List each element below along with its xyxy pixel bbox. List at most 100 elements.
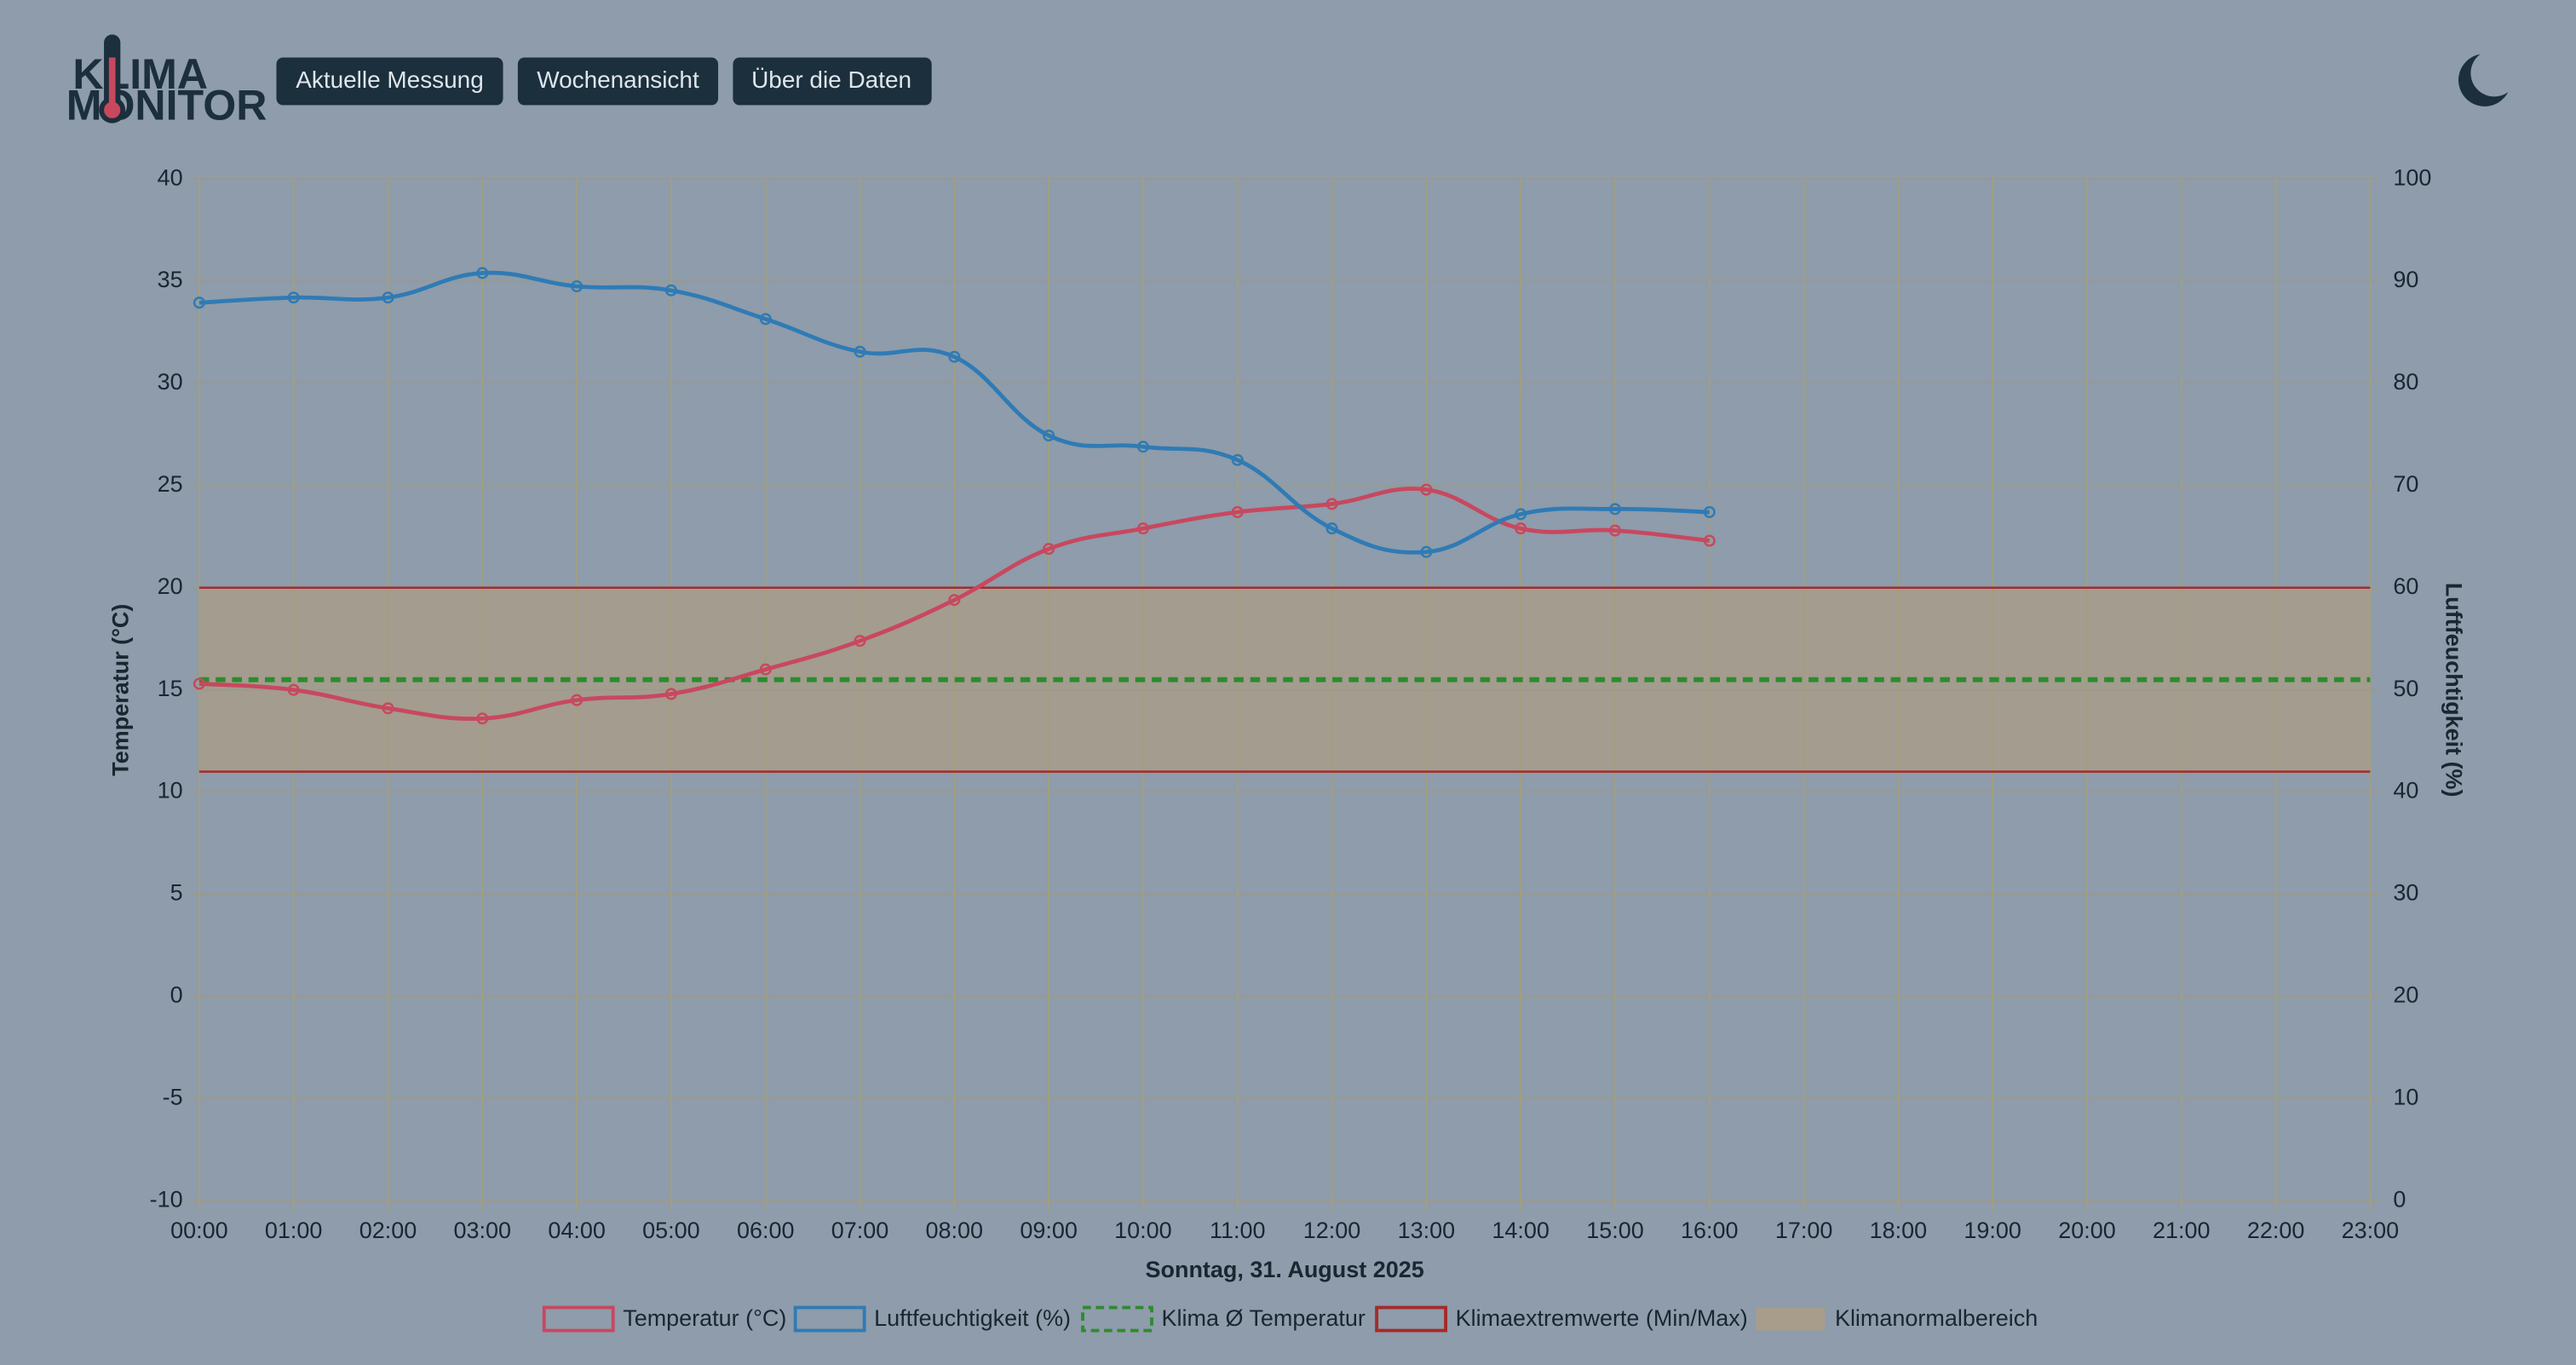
y-tick-label: 20 bbox=[158, 573, 183, 599]
x-tick-label: 03:00 bbox=[454, 1218, 512, 1243]
data-point bbox=[1420, 545, 1433, 558]
y-tick-label: 0 bbox=[170, 982, 183, 1008]
nav-label[interactable]: Aktuelle Messung bbox=[296, 66, 484, 93]
x-tick-label: 08:00 bbox=[926, 1218, 984, 1243]
y-tick-label: -10 bbox=[150, 1186, 183, 1212]
y-tick-label: 5 bbox=[170, 880, 183, 906]
nav-button[interactable]: Aktuelle Messung bbox=[276, 57, 503, 106]
data-point bbox=[664, 284, 677, 297]
nav-button[interactable]: Über die Daten bbox=[733, 57, 932, 106]
data-point bbox=[1231, 453, 1244, 466]
data-point bbox=[1608, 524, 1622, 537]
logo-line: KLIMA bbox=[72, 50, 208, 98]
x-tick-label: 22:00 bbox=[2247, 1218, 2305, 1243]
data-point bbox=[1136, 441, 1149, 453]
data-point bbox=[476, 267, 489, 279]
x-tick-label: 07:00 bbox=[831, 1218, 889, 1243]
data-point bbox=[193, 677, 205, 690]
legend-label: Klima Ø Temperatur bbox=[1162, 1305, 1366, 1331]
y2-tick-label: 80 bbox=[2393, 369, 2418, 395]
chart: -10 -5 0 5 10 15 20 25 30 35 40 0 10 20 30 40 50 60 70 80 90… bbox=[107, 164, 2467, 1333]
y-tick-label: 10 bbox=[158, 778, 183, 803]
x-tick-label: 16:00 bbox=[1681, 1218, 1739, 1243]
data-point bbox=[948, 594, 961, 607]
data-point bbox=[854, 345, 866, 358]
legend-swatch bbox=[1375, 1305, 1447, 1333]
y-tick-label: 30 bbox=[158, 369, 183, 395]
data-point bbox=[382, 291, 394, 304]
logo-line: MONITOR bbox=[66, 81, 267, 129]
y-axis-label: Temperatur (°C) bbox=[107, 604, 133, 776]
legend-swatch bbox=[1756, 1307, 1826, 1331]
data-point bbox=[1515, 522, 1527, 535]
y2-tick-label: 20 bbox=[2393, 982, 2418, 1008]
y2-tick-label: 10 bbox=[2393, 1084, 2418, 1109]
data-point bbox=[1515, 508, 1527, 521]
data-point bbox=[1043, 429, 1055, 442]
x-tick-label: 11:00 bbox=[1210, 1218, 1266, 1243]
data-point bbox=[287, 291, 300, 304]
x-tick-label: 06:00 bbox=[737, 1218, 795, 1243]
x-tick-label: 20:00 bbox=[2058, 1218, 2116, 1243]
data-point bbox=[664, 688, 677, 700]
data-point bbox=[1325, 498, 1338, 510]
series-line bbox=[198, 487, 1711, 721]
data-point bbox=[476, 712, 489, 725]
x-tick-label: 01:00 bbox=[265, 1218, 322, 1243]
data-point bbox=[1608, 503, 1622, 515]
y-tick-label: 15 bbox=[158, 676, 183, 701]
y2-tick-label: 60 bbox=[2393, 573, 2418, 599]
data-point bbox=[1703, 505, 1716, 519]
x-tick-label: 00:00 bbox=[170, 1218, 228, 1243]
nav-label[interactable]: Wochenansicht bbox=[537, 66, 699, 93]
x-tick-label: 19:00 bbox=[1964, 1218, 2021, 1243]
legend-label: Luftfeuchtigkeit (%) bbox=[874, 1305, 1071, 1331]
thermometer-fill bbox=[108, 57, 116, 107]
x-tick-label: 02:00 bbox=[359, 1218, 417, 1243]
x-axis-label: Sonntag, 31. August 2025 bbox=[1146, 1257, 1424, 1282]
x-tick-label: 15:00 bbox=[1586, 1218, 1644, 1243]
data-point bbox=[854, 635, 866, 648]
legend-label: Temperatur (°C) bbox=[623, 1305, 786, 1331]
data-point bbox=[1325, 522, 1338, 535]
y2-tick-label: 40 bbox=[2393, 778, 2418, 803]
y-tick-label: -5 bbox=[163, 1084, 183, 1109]
legend-swatch bbox=[793, 1305, 866, 1333]
y2-tick-label: 100 bbox=[2393, 164, 2431, 190]
x-tick-label: 05:00 bbox=[642, 1218, 700, 1243]
data-point bbox=[1420, 483, 1433, 496]
data-point bbox=[759, 663, 772, 676]
legend-label: Klimanormalbereich bbox=[1835, 1305, 2038, 1331]
y2-tick-label: 0 bbox=[2393, 1186, 2406, 1212]
x-tick-label: 12:00 bbox=[1303, 1218, 1361, 1243]
x-tick-label: 04:00 bbox=[548, 1218, 606, 1243]
data-point bbox=[571, 694, 584, 706]
x-tick-label: 14:00 bbox=[1492, 1218, 1550, 1243]
data-point bbox=[382, 702, 394, 715]
y2-tick-label: 90 bbox=[2393, 267, 2418, 292]
data-point bbox=[571, 279, 584, 293]
nav-button[interactable]: Wochenansicht bbox=[517, 57, 719, 106]
legend-label: Klimaextremwerte (Min/Max) bbox=[1456, 1305, 1748, 1331]
x-tick-label: 17:00 bbox=[1775, 1218, 1832, 1243]
x-tick-label: 10:00 bbox=[1114, 1218, 1172, 1243]
theme-toggle[interactable] bbox=[2458, 54, 2509, 107]
data-point bbox=[1703, 534, 1716, 547]
legend-swatch bbox=[542, 1305, 615, 1333]
y2-axis-label: Luftfeuchtigkeit (%) bbox=[2441, 583, 2467, 798]
nav-label[interactable]: Über die Daten bbox=[751, 66, 911, 93]
y2-tick-label: 30 bbox=[2393, 880, 2418, 906]
data-point bbox=[1043, 543, 1055, 556]
legend-swatch bbox=[1081, 1305, 1153, 1333]
x-tick-label: 23:00 bbox=[2342, 1218, 2400, 1243]
data-point bbox=[1231, 505, 1244, 519]
data-point bbox=[948, 350, 961, 363]
data-point bbox=[759, 313, 772, 325]
y2-tick-label: 50 bbox=[2393, 676, 2418, 701]
x-tick-label: 21:00 bbox=[2153, 1218, 2211, 1243]
data-point bbox=[1136, 522, 1149, 535]
y-tick-label: 40 bbox=[158, 164, 183, 190]
logo: KLIMA MONITOR bbox=[66, 34, 267, 129]
y2-tick-label: 70 bbox=[2393, 471, 2418, 497]
